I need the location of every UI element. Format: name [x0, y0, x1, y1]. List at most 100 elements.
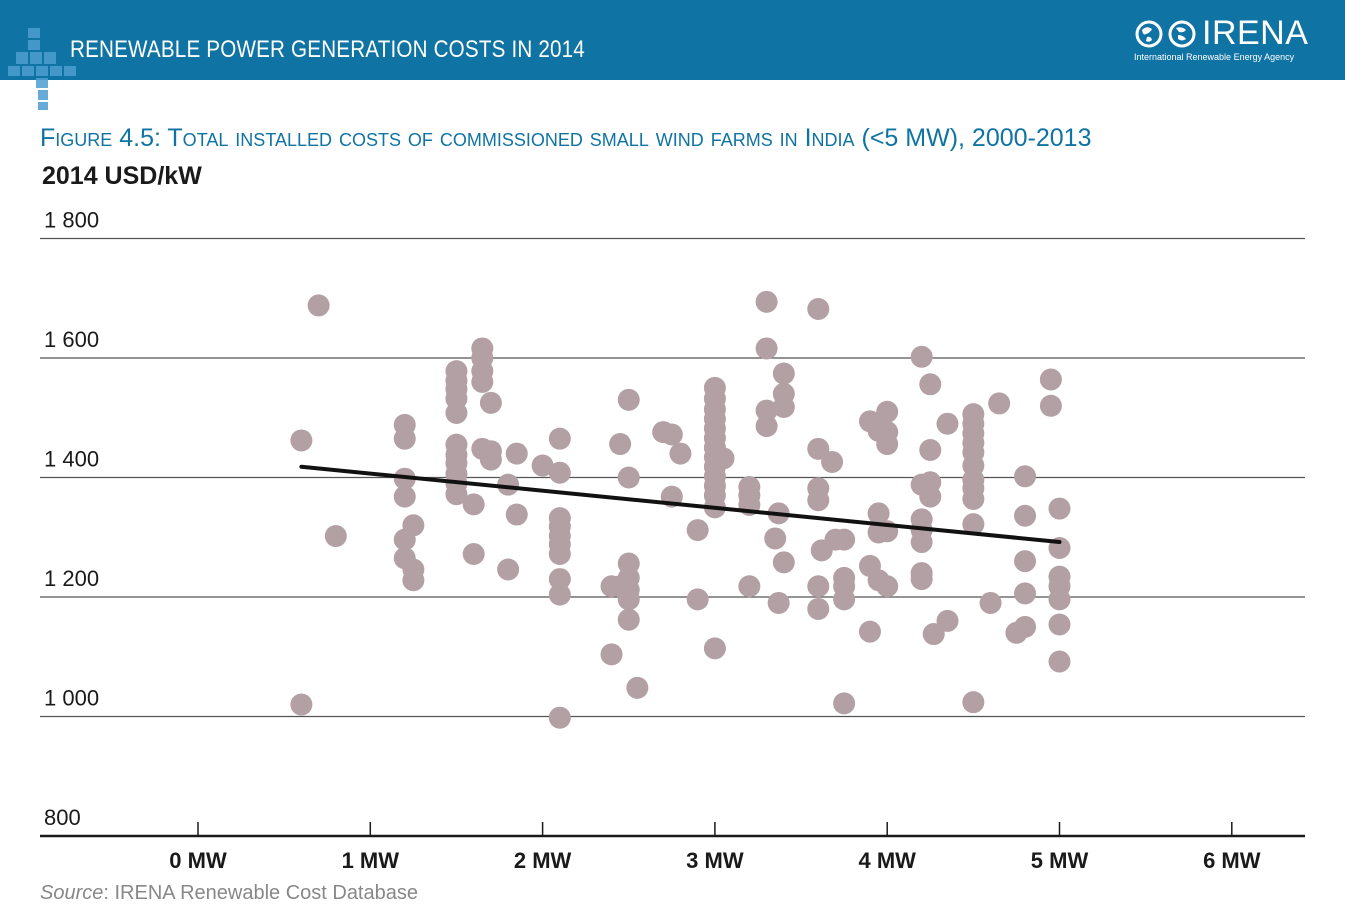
data-point-135 [936, 412, 959, 435]
x-tick-label-5: 5 MW [1031, 848, 1089, 873]
cross-pattern-icon [8, 28, 76, 110]
data-point-62 [660, 423, 683, 446]
data-point-10 [402, 514, 425, 537]
y-tick-label-1000: 1 000 [44, 686, 99, 711]
data-point-130 [919, 373, 942, 396]
trend-line [299, 464, 1062, 545]
data-point-162 [1048, 588, 1071, 611]
data-point-151 [1014, 465, 1037, 488]
data-point-39 [548, 427, 571, 450]
x-tick-label-6: 6 MW [1203, 848, 1261, 873]
data-point-36 [505, 442, 528, 465]
data-point-88 [755, 399, 778, 422]
data-point-58 [617, 588, 640, 611]
data-point-45 [548, 542, 571, 565]
data-point-34 [497, 473, 520, 496]
data-point-98 [807, 437, 830, 460]
data-point-33 [479, 448, 502, 471]
data-point-60 [626, 676, 649, 699]
data-point-54 [617, 466, 640, 489]
y-tick-label-800: 800 [44, 805, 81, 830]
data-point-155 [1014, 615, 1037, 638]
data-point-145 [962, 488, 985, 511]
data-point-101 [807, 575, 830, 598]
data-point-148 [979, 591, 1002, 614]
data-point-154 [1014, 582, 1037, 605]
data-point-123 [910, 345, 933, 368]
data-point-65 [686, 519, 709, 542]
y-tick-label-1400: 1 400 [44, 447, 99, 472]
trend-layer [299, 464, 1062, 545]
data-point-38 [531, 454, 554, 477]
report-title: RENEWABLE POWER GENERATION COSTS IN 2014 [70, 36, 585, 63]
x-tick-label-3: 3 MW [686, 848, 744, 873]
irena-logo: IRENA International Renewable Energy Age… [1132, 14, 1312, 66]
data-point-146 [962, 513, 985, 536]
data-point-87 [755, 337, 778, 360]
data-point-86 [755, 290, 778, 313]
x-tick-label-1: 1 MW [342, 848, 400, 873]
data-point-24 [462, 493, 485, 516]
data-point-96 [772, 551, 795, 574]
data-point-53 [617, 388, 640, 411]
data-point-120 [876, 433, 899, 456]
data-point-0 [290, 429, 313, 452]
data-point-3 [324, 525, 347, 548]
logo-wordmark: IRENA [1202, 14, 1309, 52]
data-point-66 [686, 588, 709, 611]
data-point-23 [445, 483, 468, 506]
header-banner [0, 0, 1345, 80]
data-point-59 [617, 608, 640, 631]
data-point-31 [479, 391, 502, 414]
data-point-156 [1039, 368, 1062, 391]
data-point-90 [764, 527, 787, 550]
data-point-136 [936, 609, 959, 632]
source-prefix: Source [40, 882, 104, 904]
figure-title: Figure 4.5: Total installed costs of com… [40, 124, 1092, 152]
x-tick-label-2: 2 MW [514, 848, 572, 873]
data-point-109 [833, 588, 856, 611]
data-point-49 [600, 643, 623, 666]
data-point-115 [867, 502, 890, 525]
data-point-118 [876, 400, 899, 423]
data-point-89 [755, 415, 778, 438]
y-tick-label-1600: 1 600 [44, 327, 99, 352]
data-point-152 [1014, 504, 1037, 527]
data-point-48 [548, 706, 571, 729]
data-point-46 [548, 568, 571, 591]
data-point-2 [307, 294, 330, 317]
data-point-80 [703, 637, 726, 660]
data-point-64 [669, 442, 692, 465]
y-axis-unit-label: 2014 USD/kW [42, 162, 202, 190]
data-point-93 [772, 362, 795, 385]
data-point-17 [445, 401, 468, 424]
data-point-7 [393, 485, 416, 508]
data-point-149 [988, 392, 1011, 415]
globe-icon [1135, 20, 1196, 48]
data-point-127 [910, 531, 933, 554]
data-point-35 [497, 558, 520, 581]
points-layer [290, 290, 1071, 729]
data-point-133 [919, 485, 942, 508]
y-tick-label-1800: 1 800 [44, 208, 99, 233]
data-point-92 [767, 591, 790, 614]
logo-subtitle: International Renewable Energy Agency [1134, 52, 1295, 62]
source-note: Source: IRENA Renewable Cost Database [40, 882, 418, 905]
data-point-37 [505, 503, 528, 526]
x-tick-label-4: 4 MW [858, 848, 916, 873]
data-point-25 [462, 542, 485, 565]
data-point-5 [393, 427, 416, 450]
data-point-51 [609, 433, 632, 456]
y-tick-label-1200: 1 200 [44, 566, 99, 591]
data-point-163 [1048, 613, 1071, 636]
data-point-113 [858, 620, 881, 643]
data-point-81 [712, 447, 735, 470]
data-point-100 [807, 489, 830, 512]
data-point-1 [290, 693, 313, 716]
grid-layer [40, 237, 1305, 718]
data-point-104 [821, 450, 844, 473]
data-point-40 [548, 461, 571, 484]
source-text: : IRENA Renewable Cost Database [103, 882, 418, 904]
data-point-95 [772, 395, 795, 418]
data-point-134 [922, 623, 945, 646]
